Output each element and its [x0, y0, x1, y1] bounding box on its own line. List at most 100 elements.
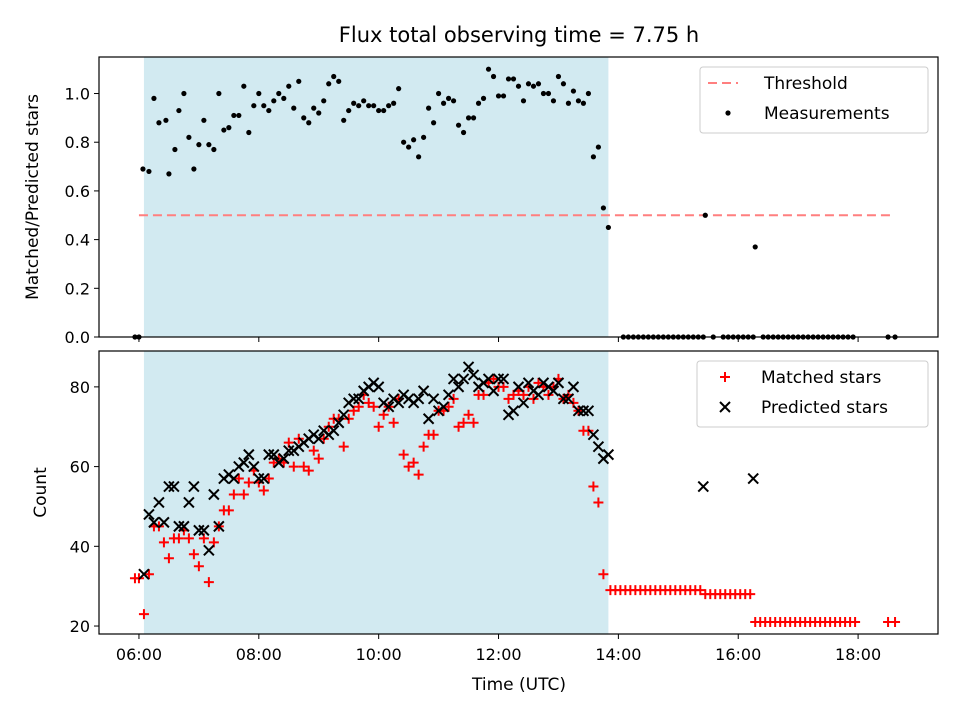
data-point	[263, 448, 275, 461]
data-point	[140, 166, 146, 172]
data-point	[313, 432, 325, 445]
data-point	[148, 516, 160, 529]
data-point	[391, 100, 397, 106]
data-point	[482, 373, 495, 385]
x-tick-label: 06:00	[116, 645, 162, 664]
data-point	[163, 480, 175, 493]
data-point	[497, 373, 510, 385]
ratio-panel: 0.0 0.2 0.4 0.6 0.8 1.0 Matched/Predicted star…	[23, 56, 939, 347]
data-point	[422, 413, 435, 425]
data-point	[417, 385, 430, 397]
y-tick-label: 0.2	[65, 279, 90, 298]
data-point	[333, 417, 345, 429]
data-point	[168, 480, 180, 493]
data-point	[510, 76, 517, 82]
data-point	[158, 516, 170, 529]
data-point	[467, 369, 480, 381]
data-point	[183, 496, 195, 509]
data-point	[480, 95, 487, 101]
data-point	[326, 81, 332, 87]
data-point	[258, 485, 269, 496]
x-tick-label: 16:00	[715, 645, 761, 664]
data-point	[352, 393, 365, 405]
data-point	[532, 389, 545, 401]
x-axis-label: Time (UTC)	[471, 675, 566, 695]
data-point	[447, 373, 460, 385]
data-point	[495, 93, 502, 99]
data-point	[153, 496, 165, 509]
data-point	[421, 134, 427, 140]
data-point	[427, 393, 440, 405]
data-point	[445, 95, 452, 101]
data-point	[163, 553, 174, 564]
data-point	[458, 417, 469, 428]
data-point	[261, 103, 267, 109]
data-point	[490, 73, 497, 80]
data-point	[253, 472, 265, 485]
series-1	[132, 66, 898, 340]
data-point	[158, 537, 169, 548]
data-point	[418, 441, 429, 452]
data-point	[248, 460, 260, 473]
data-point	[213, 520, 225, 533]
data-point	[263, 473, 274, 484]
data-point	[286, 83, 292, 89]
data-point	[470, 115, 477, 121]
data-point	[575, 98, 582, 104]
data-point	[460, 129, 467, 136]
data-point	[366, 103, 372, 109]
data-point	[525, 81, 532, 87]
data-point	[530, 83, 537, 89]
data-point	[520, 98, 527, 104]
data-point	[347, 393, 360, 405]
data-point	[268, 448, 280, 461]
legend-label: Threshold	[763, 74, 848, 94]
data-point	[462, 361, 475, 373]
data-point	[246, 129, 252, 136]
data-point	[585, 90, 592, 97]
data-point	[346, 107, 352, 114]
legend: Threshold Measurements	[699, 66, 929, 134]
data-point	[308, 445, 319, 456]
data-point	[386, 103, 392, 109]
data-point	[258, 472, 270, 485]
data-point	[396, 86, 402, 92]
data-point	[313, 453, 324, 464]
data-point	[437, 401, 450, 413]
data-point	[580, 100, 587, 106]
legend-marker-swatch	[719, 401, 731, 413]
data-point	[288, 461, 299, 472]
data-point	[408, 457, 419, 468]
data-point	[216, 90, 222, 97]
y-tick-label: 0.4	[65, 231, 90, 250]
x-tick-label: 18:00	[835, 645, 881, 664]
data-point	[181, 90, 187, 97]
data-point	[193, 524, 205, 537]
data-point	[191, 166, 197, 172]
data-point	[341, 117, 347, 123]
data-point	[555, 73, 562, 80]
data-point	[236, 112, 242, 119]
data-point	[550, 98, 557, 104]
count-panel: 20 40 60 80 Count Matched stars Predicted star…	[31, 350, 939, 639]
data-point	[381, 107, 387, 114]
data-point	[241, 83, 247, 89]
data-point	[178, 520, 190, 533]
data-point	[557, 393, 570, 405]
data-point	[138, 609, 149, 620]
data-point	[138, 568, 150, 580]
y-tick-label: 1.0	[65, 85, 90, 104]
data-point	[146, 168, 152, 175]
data-point	[328, 425, 340, 437]
data-point	[747, 472, 759, 485]
data-point	[850, 617, 861, 628]
y-tick-label: 0.8	[65, 133, 90, 152]
data-point	[442, 389, 455, 401]
x-axis-ticks: 06:00 08:00 10:00 12:00 14:00 16:00 18:00	[116, 645, 881, 664]
data-point	[243, 448, 255, 461]
y-axis-label: Matched/Predicted stars	[23, 94, 43, 300]
data-point	[276, 90, 282, 97]
data-point	[426, 105, 432, 111]
x-tick-label: 12:00	[475, 645, 521, 664]
